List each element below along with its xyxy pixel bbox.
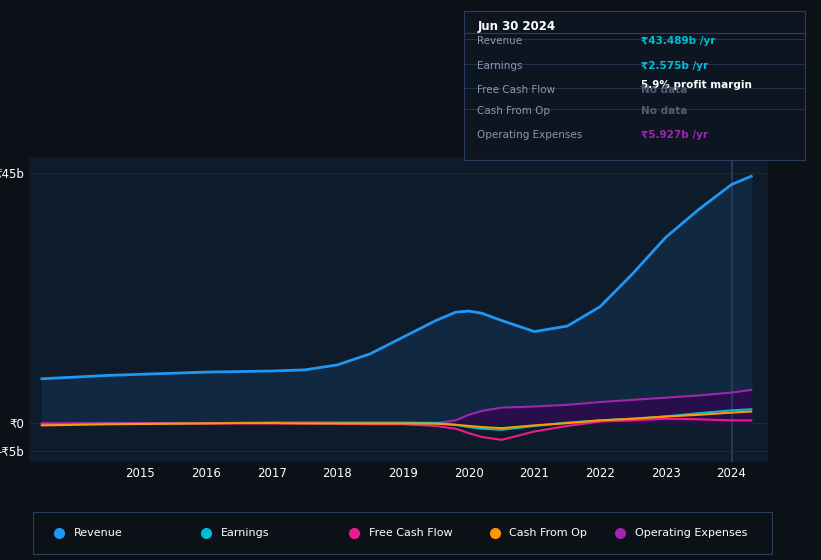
Text: Jun 30 2024: Jun 30 2024 <box>478 20 556 33</box>
Text: ₹5.927b /yr: ₹5.927b /yr <box>641 130 708 140</box>
Text: Earnings: Earnings <box>222 529 270 538</box>
Text: ₹43.489b /yr: ₹43.489b /yr <box>641 36 715 46</box>
Text: ₹2.575b /yr: ₹2.575b /yr <box>641 61 709 71</box>
Text: Revenue: Revenue <box>478 36 523 46</box>
Text: Operating Expenses: Operating Expenses <box>635 529 747 538</box>
Text: 5.9% profit margin: 5.9% profit margin <box>641 80 752 90</box>
Text: Cash From Op: Cash From Op <box>478 106 551 116</box>
Text: No data: No data <box>641 86 687 95</box>
Text: Operating Expenses: Operating Expenses <box>478 130 583 140</box>
Text: Free Cash Flow: Free Cash Flow <box>478 86 556 95</box>
Text: Earnings: Earnings <box>478 61 523 71</box>
Text: No data: No data <box>641 106 687 116</box>
Text: Free Cash Flow: Free Cash Flow <box>369 529 452 538</box>
Text: Cash From Op: Cash From Op <box>509 529 587 538</box>
Text: Revenue: Revenue <box>74 529 122 538</box>
